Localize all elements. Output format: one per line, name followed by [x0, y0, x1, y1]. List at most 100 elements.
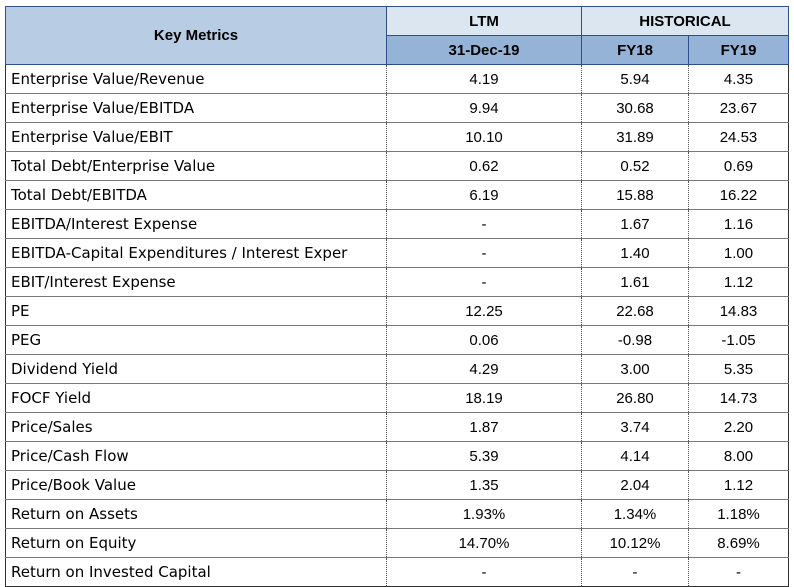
historical-header: HISTORICAL — [581, 6, 789, 36]
table-header: Key Metrics LTM HISTORICAL 31-Dec-19 FY1… — [5, 6, 789, 65]
table-row: EBITDA/Interest Expense -1.67 1.16 — [5, 209, 789, 239]
ltm-value-cell: - — [386, 238, 582, 268]
table-row: Enterprise Value/EBIT 10.10 31.89 24.53 — [5, 122, 789, 152]
table-row: Price/Cash Flow 5.39 4.14 8.00 — [5, 441, 789, 471]
metric-name-cell: Return on Invested Capital — [5, 557, 387, 587]
fy19-value-cell: 0.69 — [688, 151, 789, 181]
metric-name-cell: PE — [5, 296, 387, 326]
fy18-value-cell: 1.34% — [581, 499, 689, 529]
fy19-value-cell: 4.35 — [688, 64, 789, 94]
metric-name-cell: Price/Sales — [5, 412, 387, 442]
fy19-value-cell: 2.20 — [688, 412, 789, 442]
metric-name-cell: Return on Equity — [5, 528, 387, 558]
ltm-value-cell: - — [386, 267, 582, 297]
key-metrics-header: Key Metrics — [5, 6, 387, 65]
table-row: Total Debt/Enterprise Value 0.62 0.52 0.69 — [5, 151, 789, 181]
table-row: Enterprise Value/EBITDA 9.94 30.68 23.67 — [5, 93, 789, 123]
table-row: Price/Book Value 1.35 2.04 1.12 — [5, 470, 789, 500]
table-row: Return on Invested Capital - - - — [5, 557, 789, 587]
ltm-value-cell: 0.06 — [386, 325, 582, 355]
fy18-value-cell: 22.68 — [581, 296, 689, 326]
fy18-value-cell: 1.61 — [581, 267, 689, 297]
metric-name-cell: PEG — [5, 325, 387, 355]
fy18-value-cell: 3.00 — [581, 354, 689, 384]
ltm-value-cell: - — [386, 209, 582, 239]
metric-name-cell: FOCF Yield — [5, 383, 387, 413]
fy19-value-cell: - — [688, 557, 789, 587]
ltm-value-cell: 4.19 — [386, 64, 582, 94]
table-row: PE 12.25 22.68 14.83 — [5, 296, 789, 326]
fy19-value-cell: 1.16 — [688, 209, 789, 239]
ltm-value-cell: 4.29 — [386, 354, 582, 384]
metric-name-cell: Total Debt/EBITDA — [5, 180, 387, 210]
fy18-value-cell: 4.14 — [581, 441, 689, 471]
fy18-value-cell: -0.98 — [581, 325, 689, 355]
metric-name-cell: EBIT/Interest Expense — [5, 267, 387, 297]
metric-name-cell: Enterprise Value/Revenue — [5, 64, 387, 94]
metric-name-cell: Enterprise Value/EBIT — [5, 122, 387, 152]
fy19-value-cell: 24.53 — [688, 122, 789, 152]
fy19-value-cell: 1.00 — [688, 238, 789, 268]
metric-name-cell: Price/Book Value — [5, 470, 387, 500]
fy19-header: FY19 — [688, 35, 789, 65]
table-row: Price/Sales 1.87 3.74 2.20 — [5, 412, 789, 442]
ltm-value-cell: 1.93% — [386, 499, 582, 529]
metric-name-cell: EBITDA-Capital Expenditures / Interest E… — [5, 238, 387, 268]
metric-name-cell: EBITDA/Interest Expense — [5, 209, 387, 239]
table-body: Enterprise Value/Revenue 4.19 5.94 4.35 Ente… — [5, 64, 789, 587]
fy19-value-cell: 8.00 — [688, 441, 789, 471]
fy18-value-cell: 15.88 — [581, 180, 689, 210]
metric-name-cell: Price/Cash Flow — [5, 441, 387, 471]
ltm-value-cell: - — [386, 557, 582, 587]
fy18-value-cell: 31.89 — [581, 122, 689, 152]
fy19-value-cell: 16.22 — [688, 180, 789, 210]
fy18-value-cell: 26.80 — [581, 383, 689, 413]
fy18-value-cell: 5.94 — [581, 64, 689, 94]
ltm-value-cell: 5.39 — [386, 441, 582, 471]
fy18-value-cell: 1.40 — [581, 238, 689, 268]
table-row: Return on Assets 1.93% 1.34% 1.18% — [5, 499, 789, 529]
table-row: FOCF Yield 18.19 26.80 14.73 — [5, 383, 789, 413]
fy19-value-cell: 1.12 — [688, 470, 789, 500]
fy19-value-cell: 14.83 — [688, 296, 789, 326]
header-row-groups: Key Metrics LTM HISTORICAL — [5, 6, 789, 65]
metric-name-cell: Total Debt/Enterprise Value — [5, 151, 387, 181]
table-row: PEG 0.06 -0.98 -1.05 — [5, 325, 789, 355]
ltm-value-cell: 6.19 — [386, 180, 582, 210]
fy19-value-cell: -1.05 — [688, 325, 789, 355]
header-row-periods: 31-Dec-19 FY18 FY19 — [6, 35, 789, 65]
ltm-header: LTM — [386, 6, 582, 36]
fy19-value-cell: 1.12 — [688, 267, 789, 297]
fy19-value-cell: 8.69% — [688, 528, 789, 558]
fy18-value-cell: 2.04 — [581, 470, 689, 500]
table-row: EBITDA-Capital Expenditures / Interest E… — [5, 238, 789, 268]
metric-name-cell: Dividend Yield — [5, 354, 387, 384]
ltm-value-cell: 0.62 — [386, 151, 582, 181]
ltm-value-cell: 14.70% — [386, 528, 582, 558]
fy18-value-cell: 0.52 — [581, 151, 689, 181]
fy18-header: FY18 — [581, 35, 689, 65]
metric-name-cell: Enterprise Value/EBITDA — [5, 93, 387, 123]
fy19-value-cell: 14.73 — [688, 383, 789, 413]
table-row: Return on Equity 14.70% 10.12% 8.69% — [5, 528, 789, 558]
ltm-value-cell: 10.10 — [386, 122, 582, 152]
fy19-value-cell: 5.35 — [688, 354, 789, 384]
ltm-value-cell: 1.87 — [386, 412, 582, 442]
fy18-value-cell: 3.74 — [581, 412, 689, 442]
table-row: Total Debt/EBITDA 6.19 15.88 16.22 — [5, 180, 789, 210]
ltm-date-header: 31-Dec-19 — [386, 35, 582, 65]
key-metrics-table: Key Metrics LTM HISTORICAL 31-Dec-19 FY1… — [5, 6, 789, 587]
table-row: EBIT/Interest Expense -1.61 1.12 — [5, 267, 789, 297]
ltm-value-cell: 12.25 — [386, 296, 582, 326]
fy18-value-cell: - — [581, 557, 689, 587]
fy19-value-cell: 1.18% — [688, 499, 789, 529]
fy18-value-cell: 1.67 — [581, 209, 689, 239]
ltm-value-cell: 1.35 — [386, 470, 582, 500]
ltm-value-cell: 9.94 — [386, 93, 582, 123]
fy19-value-cell: 23.67 — [688, 93, 789, 123]
fy18-value-cell: 10.12% — [581, 528, 689, 558]
table-row: Enterprise Value/Revenue 4.19 5.94 4.35 — [5, 64, 789, 94]
key-metrics-panel: Key Metrics LTM HISTORICAL 31-Dec-19 FY1… — [5, 6, 789, 587]
metric-name-cell: Return on Assets — [5, 499, 387, 529]
fy18-value-cell: 30.68 — [581, 93, 689, 123]
